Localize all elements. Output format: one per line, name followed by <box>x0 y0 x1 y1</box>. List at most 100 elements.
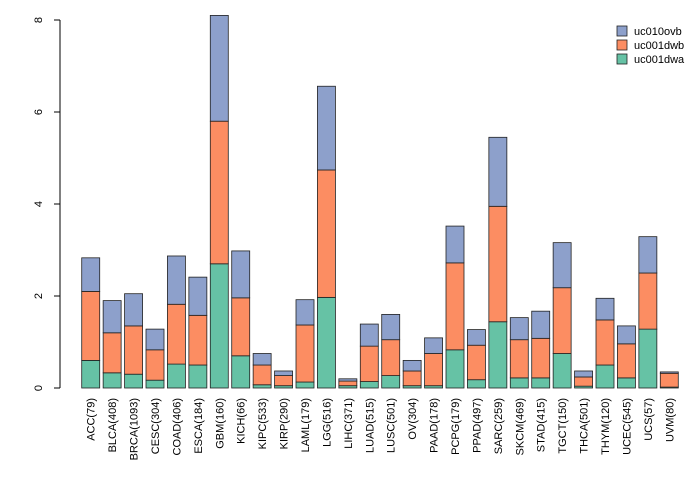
bar-segment-uc001dwb <box>359 345 379 382</box>
bar-segment-uc010ovb <box>445 225 465 264</box>
bar-segment-uc001dwb <box>531 337 551 379</box>
bar-segment-uc010ovb <box>617 325 636 345</box>
bar-segment-uc010ovb <box>552 242 572 289</box>
x-tick-label: KICH(66) <box>236 398 248 444</box>
bar-segment-uc001dwa <box>467 379 486 389</box>
bar-segment-uc010ovb <box>488 136 508 207</box>
x-tick-label: PPAD(497) <box>471 398 483 453</box>
bar-stack <box>231 250 251 389</box>
bar-segment-uc010ovb <box>509 317 529 341</box>
bar-stack <box>424 337 443 389</box>
x-tick-label: TGCT(150) <box>557 398 569 454</box>
bar-stack <box>102 300 122 389</box>
x-tick-label: THCA(501) <box>579 398 591 454</box>
bar-stack <box>359 323 379 389</box>
bar-segment-uc001dwa <box>317 296 336 389</box>
legend-swatch <box>616 53 628 65</box>
bar-stack <box>274 370 293 389</box>
bar-segment-uc010ovb <box>574 370 593 378</box>
bar-segment-uc001dwa <box>209 263 229 389</box>
x-tick-label: CESC(304) <box>150 398 162 454</box>
bar-segment-uc010ovb <box>145 328 165 351</box>
bar-stack <box>381 313 401 389</box>
bar-segment-uc001dwb <box>445 262 465 351</box>
bar-segment-uc001dwa <box>445 349 465 389</box>
x-tick-label: OV(304) <box>407 398 419 440</box>
bar-segment-uc010ovb <box>638 236 658 274</box>
bar-segment-uc001dwb <box>509 339 529 379</box>
x-tick-label: SARC(259) <box>493 398 505 454</box>
bar-segment-uc010ovb <box>274 370 293 376</box>
bar-segment-uc001dwa <box>381 375 401 389</box>
bar-segment-uc001dwb <box>317 169 336 298</box>
bar-segment-uc010ovb <box>81 257 101 292</box>
legend: uc010ovb uc001dwb uc001dwa <box>616 25 685 66</box>
bar-segment-uc010ovb <box>381 313 401 341</box>
bar-segment-uc001dwa <box>617 377 636 389</box>
bar-stack <box>467 329 486 389</box>
bar-segment-uc001dwb <box>295 324 315 383</box>
bar-segment-uc010ovb <box>231 250 251 299</box>
bar-segment-uc001dwa <box>359 381 379 389</box>
y-tick-label: 0 <box>33 385 45 391</box>
bar-segment-uc001dwa <box>531 377 551 389</box>
bar-segment-uc001dwb <box>659 372 679 388</box>
x-tick-label: STAD(415) <box>536 398 548 452</box>
bar-segment-uc001dwb <box>488 205 508 323</box>
bar-stack <box>295 299 315 389</box>
bar-stack <box>552 242 572 389</box>
bar-segment-uc001dwa <box>488 321 508 389</box>
x-tick-label: GBM(160) <box>214 398 226 449</box>
bar-segment-uc010ovb <box>295 299 315 326</box>
bar-segment-uc001dwb <box>102 332 122 374</box>
bar-stack <box>638 236 658 389</box>
bar-stack <box>574 370 593 389</box>
legend-label: uc001dwb <box>634 40 684 52</box>
x-tick-label: ESCA(184) <box>193 398 205 454</box>
bar-segment-uc001dwb <box>617 343 636 379</box>
bar-segment-uc001dwb <box>167 303 186 365</box>
bar-segment-uc001dwa <box>252 384 272 389</box>
bar-stack <box>488 136 508 389</box>
bar-segment-uc010ovb <box>595 297 615 321</box>
bar-segment-uc010ovb <box>188 276 208 316</box>
bar-stack <box>617 325 636 389</box>
bar-segment-uc010ovb <box>124 293 143 327</box>
bar-segment-uc001dwb <box>338 380 358 387</box>
bar-segment-uc010ovb <box>424 337 443 354</box>
bar-segment-uc010ovb <box>252 353 272 366</box>
x-tick-label: SKCM(469) <box>514 398 526 455</box>
bar-stack <box>338 378 358 389</box>
bar-segment-uc001dwb <box>274 375 293 387</box>
y-tick-label: 2 <box>33 293 45 299</box>
bar-segment-uc010ovb <box>338 378 358 382</box>
x-tick-label: PCPG(179) <box>450 398 462 455</box>
x-tick-label: LAML(179) <box>300 398 312 452</box>
bar-stack <box>81 257 101 389</box>
x-tick-label: LUAD(515) <box>364 398 376 453</box>
bar-segment-uc001dwa <box>124 373 143 389</box>
bar-segment-uc010ovb <box>167 255 186 305</box>
x-tick-label: BRCA(1093) <box>129 398 141 460</box>
y-tick-label: 4 <box>33 201 45 207</box>
x-tick-label: LIHC(371) <box>343 398 355 449</box>
bar-segment-uc001dwb <box>467 344 486 381</box>
bar-segment-uc001dwb <box>424 353 443 387</box>
x-tick-label: ACC(79) <box>86 398 98 441</box>
bar-segment-uc001dwa <box>188 364 208 389</box>
bar-stack <box>509 317 529 389</box>
x-tick-label: LUSC(501) <box>386 398 398 453</box>
bar-stack <box>145 328 165 389</box>
bar-segment-uc001dwa <box>167 363 186 389</box>
x-tick-label: UCS(57) <box>643 398 655 441</box>
bar-segment-uc001dwb <box>402 370 422 387</box>
bar-stack <box>188 276 208 389</box>
bar-segment-uc001dwa <box>145 379 165 389</box>
bar-segment-uc001dwb <box>552 287 572 354</box>
bar-stack <box>595 297 615 389</box>
x-tick-label: KIRP(290) <box>279 398 291 449</box>
bar-segment-uc001dwb <box>209 120 229 265</box>
bar-stack <box>167 255 186 389</box>
y-axis: 0 2 4 6 8 <box>33 17 61 391</box>
